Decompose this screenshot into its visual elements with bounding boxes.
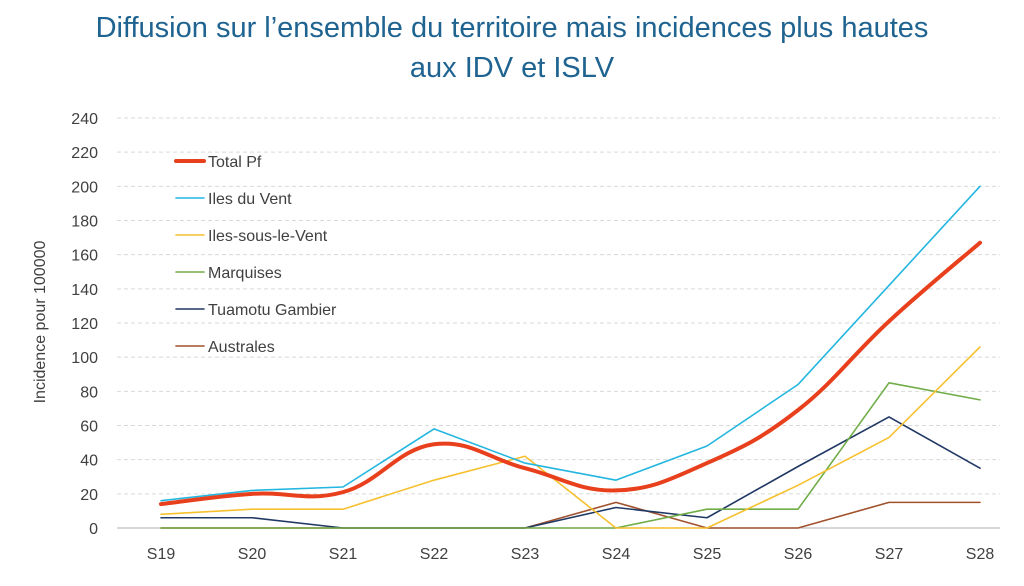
x-tick-label: S26 (784, 546, 813, 563)
series-line-iles-du-vent (160, 185, 981, 502)
x-tick-label: S19 (147, 546, 176, 563)
x-axis-ticks: S19 S20 S21 S22 S23 S24 S25 S26 S27 S28 (147, 546, 995, 563)
series-line-iles-sous-le-vent (160, 346, 981, 529)
legend: Total Pf Iles du Vent Iles-sous-le-Vent Mar… (174, 154, 337, 356)
chart-title-line-1: Diffusion sur l’ensemble du territoire m… (95, 12, 929, 44)
x-tick-label: S27 (875, 546, 904, 563)
y-tick-label: 180 (71, 214, 98, 231)
legend-label-tuamotu-gambier: Tuamotu Gambier (208, 302, 337, 319)
series-lines (159, 185, 982, 529)
y-tick-label: 240 (71, 111, 98, 128)
x-tick-label: S20 (238, 546, 267, 563)
x-tick-label: S22 (420, 546, 449, 563)
series-line-australes (160, 501, 981, 529)
y-tick-label: 120 (71, 316, 98, 333)
y-tick-label: 60 (80, 419, 98, 436)
y-tick-label: 220 (71, 145, 98, 162)
legend-label-iles-sous-le-vent: Iles-sous-le-Vent (208, 228, 328, 245)
legend-label-iles-du-vent: Iles du Vent (208, 191, 292, 208)
chart-title-line-2: aux IDV et ISLV (409, 52, 615, 84)
chart-title: Diffusion sur l’ensemble du territoire m… (0, 8, 1024, 88)
legend-label-marquises: Marquises (208, 265, 282, 282)
y-tick-label: 0 (89, 521, 98, 538)
y-tick-label: 160 (71, 248, 98, 265)
series-line-tuamotu-gambier (160, 416, 981, 529)
x-tick-label: S24 (602, 546, 631, 563)
y-axis-label: Incidence pour 100000 (32, 241, 49, 404)
y-tick-label: 140 (71, 282, 98, 299)
y-tick-label: 40 (80, 453, 98, 470)
grid-lines (117, 117, 1000, 529)
x-tick-label: S25 (693, 546, 722, 563)
y-tick-label: 20 (80, 487, 98, 504)
series-line-total-pf (159, 240, 982, 507)
x-tick-label: S28 (966, 546, 995, 563)
legend-label-total-pf: Total Pf (208, 154, 262, 171)
x-tick-label: S21 (329, 546, 358, 563)
y-tick-label: 100 (71, 350, 98, 367)
x-tick-label: S23 (511, 546, 540, 563)
legend-label-australes: Australes (208, 339, 275, 356)
y-axis-ticks: 0 20 40 60 80 100 120 140 160 180 200 220 240 (71, 111, 98, 538)
y-tick-label: 200 (71, 179, 98, 196)
y-tick-label: 80 (80, 384, 98, 401)
series-line-marquises (160, 381, 981, 529)
